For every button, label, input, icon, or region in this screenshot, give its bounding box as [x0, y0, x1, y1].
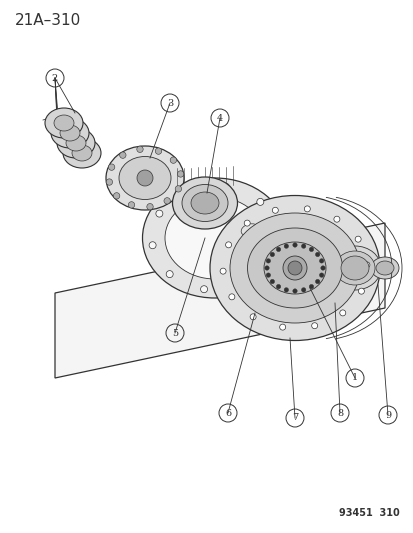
- Circle shape: [283, 244, 288, 248]
- Circle shape: [137, 170, 153, 186]
- Circle shape: [119, 152, 126, 158]
- Circle shape: [155, 148, 161, 155]
- Circle shape: [301, 244, 305, 248]
- Circle shape: [183, 188, 190, 195]
- Circle shape: [292, 289, 297, 293]
- Circle shape: [354, 236, 360, 242]
- Circle shape: [249, 314, 256, 320]
- Circle shape: [177, 171, 183, 177]
- Circle shape: [339, 310, 345, 316]
- Circle shape: [309, 285, 313, 289]
- Polygon shape: [175, 166, 187, 211]
- Circle shape: [164, 198, 170, 204]
- Circle shape: [266, 259, 273, 266]
- Circle shape: [266, 259, 270, 263]
- Ellipse shape: [263, 242, 325, 294]
- Text: 7: 7: [291, 414, 297, 423]
- Circle shape: [283, 288, 288, 292]
- Ellipse shape: [182, 184, 228, 222]
- Text: 93451  310: 93451 310: [338, 508, 399, 518]
- Circle shape: [315, 279, 319, 284]
- Circle shape: [228, 294, 234, 300]
- Circle shape: [275, 285, 280, 289]
- Circle shape: [128, 201, 134, 208]
- Circle shape: [106, 179, 112, 185]
- Circle shape: [108, 164, 114, 171]
- Circle shape: [272, 207, 278, 213]
- Circle shape: [320, 266, 325, 270]
- Polygon shape: [55, 223, 384, 378]
- Text: 9: 9: [384, 410, 390, 419]
- Ellipse shape: [45, 108, 83, 138]
- Text: 21A–310: 21A–310: [15, 13, 81, 28]
- Circle shape: [304, 206, 310, 212]
- Circle shape: [287, 261, 301, 275]
- Ellipse shape: [57, 128, 95, 158]
- Ellipse shape: [209, 196, 379, 341]
- Circle shape: [175, 185, 181, 192]
- Ellipse shape: [375, 261, 393, 275]
- Circle shape: [113, 192, 119, 199]
- Text: 6: 6: [224, 408, 230, 417]
- Circle shape: [220, 268, 225, 274]
- Circle shape: [279, 324, 285, 330]
- Circle shape: [264, 266, 268, 270]
- Circle shape: [156, 210, 162, 217]
- Circle shape: [319, 273, 323, 277]
- Text: 5: 5: [171, 328, 178, 337]
- Text: 8: 8: [336, 408, 342, 417]
- Circle shape: [315, 252, 319, 257]
- Ellipse shape: [370, 257, 398, 279]
- Circle shape: [319, 259, 323, 263]
- Ellipse shape: [247, 228, 342, 308]
- Circle shape: [292, 243, 297, 247]
- Circle shape: [270, 252, 274, 257]
- Circle shape: [239, 281, 245, 288]
- Circle shape: [256, 198, 263, 205]
- Circle shape: [270, 279, 274, 284]
- Ellipse shape: [241, 224, 258, 236]
- Ellipse shape: [230, 213, 359, 323]
- Ellipse shape: [190, 192, 218, 214]
- Circle shape: [309, 247, 313, 252]
- Ellipse shape: [63, 138, 101, 168]
- Circle shape: [282, 256, 306, 280]
- Text: 1: 1: [351, 374, 357, 383]
- Circle shape: [266, 273, 270, 277]
- Circle shape: [311, 322, 317, 329]
- Text: 2: 2: [52, 74, 58, 83]
- Circle shape: [301, 288, 305, 292]
- Circle shape: [244, 220, 249, 226]
- Circle shape: [136, 146, 143, 152]
- Circle shape: [149, 242, 156, 249]
- Ellipse shape: [106, 146, 183, 210]
- Ellipse shape: [142, 178, 287, 298]
- Ellipse shape: [54, 115, 74, 131]
- Ellipse shape: [334, 251, 374, 285]
- Text: 3: 3: [166, 99, 173, 108]
- Circle shape: [166, 271, 173, 278]
- Ellipse shape: [119, 157, 171, 199]
- Circle shape: [147, 204, 153, 210]
- Circle shape: [222, 183, 229, 190]
- Circle shape: [363, 262, 369, 268]
- Circle shape: [273, 227, 280, 235]
- Ellipse shape: [60, 125, 80, 141]
- Circle shape: [333, 216, 339, 222]
- Circle shape: [358, 288, 363, 294]
- Circle shape: [200, 286, 207, 293]
- Circle shape: [225, 242, 231, 248]
- Circle shape: [275, 247, 280, 252]
- Circle shape: [170, 157, 176, 163]
- Ellipse shape: [328, 246, 380, 290]
- Ellipse shape: [72, 145, 92, 161]
- Ellipse shape: [51, 118, 89, 148]
- Ellipse shape: [66, 135, 86, 151]
- Ellipse shape: [172, 177, 237, 229]
- Ellipse shape: [165, 197, 264, 279]
- Text: 4: 4: [216, 114, 223, 123]
- Ellipse shape: [340, 256, 368, 280]
